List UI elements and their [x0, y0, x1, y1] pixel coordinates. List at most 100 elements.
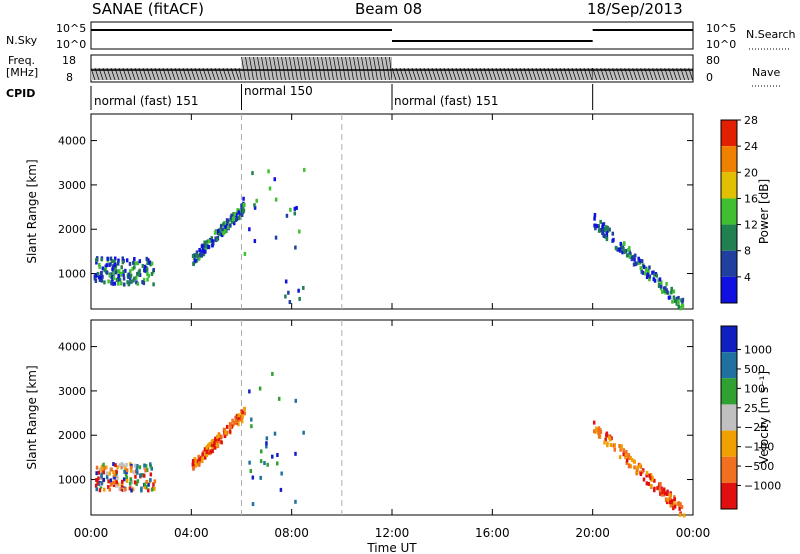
data-cell — [147, 482, 150, 487]
data-cell — [136, 470, 139, 475]
data-cell — [113, 472, 116, 477]
velocity-colorbar-segment — [721, 378, 737, 405]
data-cell — [675, 301, 679, 306]
data-cell — [660, 486, 663, 491]
data-cell — [284, 279, 288, 284]
data-cell — [663, 289, 666, 294]
data-cell — [147, 258, 150, 263]
data-cell — [660, 284, 663, 289]
x-tick-label: 12:00 — [375, 526, 410, 540]
data-cell — [141, 280, 144, 285]
data-cell — [100, 278, 104, 283]
freq-hatch — [245, 56, 250, 81]
data-cell — [125, 462, 128, 467]
nsky-label: N.Sky — [6, 34, 38, 47]
data-cell — [112, 470, 115, 475]
data-cell — [657, 284, 661, 289]
data-cell — [229, 217, 232, 222]
data-cell — [130, 480, 134, 485]
freq-hatch — [317, 56, 322, 81]
data-cell — [638, 258, 641, 263]
data-cell — [642, 477, 646, 482]
freq-hatch — [357, 56, 362, 81]
data-cell — [215, 443, 219, 448]
data-cell — [221, 228, 224, 233]
data-cell — [112, 264, 115, 269]
data-cell — [206, 447, 209, 452]
data-cell — [120, 464, 123, 469]
data-cell — [143, 264, 147, 269]
data-cell — [241, 414, 244, 419]
data-cell — [253, 203, 256, 208]
data-cell — [645, 473, 648, 478]
data-cell — [153, 486, 156, 491]
data-cell — [656, 486, 659, 491]
data-cell — [115, 469, 118, 474]
data-cell — [217, 436, 220, 441]
data-cell — [674, 299, 678, 304]
velocity-colorbar-segment — [721, 456, 737, 483]
velocity-colorbar-tick-label: −500 — [744, 460, 774, 473]
data-cell — [224, 225, 227, 230]
data-cell — [645, 267, 648, 272]
x-tick-label: 16:00 — [475, 526, 510, 540]
data-cell — [648, 274, 652, 279]
panel-2-frame — [90, 319, 694, 516]
data-cell — [108, 273, 112, 278]
data-cell — [240, 213, 244, 218]
mode-label-2: normal 150 — [244, 84, 313, 98]
data-cell — [238, 211, 242, 216]
data-cell — [238, 216, 241, 221]
data-cell — [653, 278, 657, 283]
nsearch-tick-top: 10^5 — [706, 22, 737, 35]
data-cell — [136, 479, 140, 484]
data-cell — [658, 277, 662, 282]
velocity-colorbar-tick-label: −1000 — [744, 479, 781, 492]
data-cell — [116, 261, 120, 266]
data-cell — [132, 278, 135, 283]
data-cell — [229, 422, 233, 427]
data-cell — [95, 260, 98, 265]
data-cell — [136, 271, 139, 276]
data-cell — [293, 206, 297, 211]
data-cell — [670, 286, 673, 291]
data-cell — [192, 466, 196, 471]
data-cell — [123, 466, 127, 471]
freq-hatch — [349, 56, 354, 81]
data-cell — [632, 262, 636, 267]
data-cell — [666, 489, 669, 494]
data-cell — [618, 455, 622, 460]
data-cell — [675, 296, 679, 301]
data-cell — [113, 262, 117, 267]
data-cell — [226, 225, 230, 230]
data-cell — [146, 261, 149, 266]
data-cell — [598, 432, 601, 437]
data-cell — [651, 476, 654, 481]
data-cell — [265, 441, 268, 446]
data-cell — [201, 456, 204, 461]
data-cell — [96, 480, 99, 485]
data-cell — [237, 422, 240, 427]
data-cell — [127, 282, 131, 287]
power-colorbar-tick-label: 28 — [744, 114, 758, 127]
data-cell — [110, 467, 113, 472]
data-cell — [676, 501, 679, 506]
data-cell — [150, 487, 154, 492]
data-cell — [273, 431, 277, 436]
data-cell — [619, 447, 622, 452]
velocity-colorbar-tick-label: −100 — [744, 441, 774, 454]
data-cell — [212, 444, 216, 449]
data-cell — [124, 487, 127, 492]
data-cell — [294, 499, 297, 504]
data-cell — [202, 246, 206, 251]
data-cell — [100, 468, 104, 473]
data-cell — [633, 257, 636, 262]
power-colorbar-segment — [721, 224, 737, 251]
data-cell — [220, 434, 223, 439]
data-cell — [143, 485, 146, 490]
data-cell — [618, 247, 621, 252]
data-cell — [122, 477, 126, 482]
data-cell — [197, 454, 201, 459]
data-cell — [251, 502, 255, 507]
y-axis-label: Slant Range [km] — [25, 159, 39, 263]
